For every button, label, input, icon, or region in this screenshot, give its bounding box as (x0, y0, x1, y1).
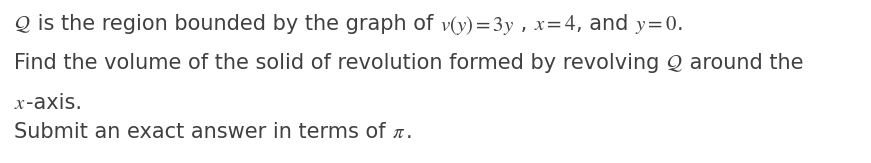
Text: ,: , (514, 14, 534, 34)
Text: Submit an exact answer in terms of: Submit an exact answer in terms of (14, 122, 392, 142)
Text: $\pi$: $\pi$ (392, 122, 405, 142)
Text: around the: around the (683, 53, 803, 73)
Text: $v(y) = 3y$: $v(y) = 3y$ (440, 14, 514, 37)
Text: .: . (677, 14, 683, 34)
Text: is the region bounded by the graph of: is the region bounded by the graph of (30, 14, 440, 34)
Text: -axis.: -axis. (26, 93, 82, 113)
Text: $x = 4$: $x = 4$ (534, 14, 576, 34)
Text: , and: , and (576, 14, 635, 34)
Text: $x$: $x$ (14, 93, 26, 113)
Text: $\mathcal{Q}$: $\mathcal{Q}$ (14, 14, 30, 35)
Text: .: . (405, 122, 412, 142)
Text: $y = 0$: $y = 0$ (635, 14, 677, 36)
Text: $\mathcal{Q}$: $\mathcal{Q}$ (666, 53, 683, 74)
Text: Find the volume of the solid of revolution formed by revolving: Find the volume of the solid of revoluti… (14, 53, 666, 73)
